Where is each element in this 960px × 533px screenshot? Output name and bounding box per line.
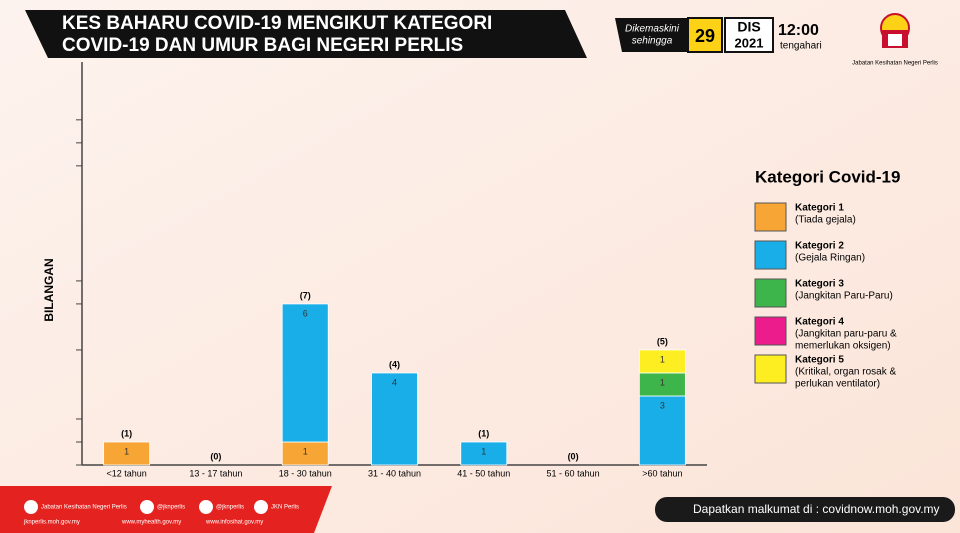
- x-tick-label: 18 - 30 tahun: [279, 468, 332, 478]
- legend-description: (Jangkitan Paru-Paru): [795, 291, 893, 302]
- legend-description: (Tiada gejala): [795, 215, 856, 226]
- legend: Kategori 1(Tiada gejala) Kategori 2(Gejal…: [754, 202, 897, 390]
- bar-segment: [638, 395, 686, 466]
- day-box: [687, 17, 723, 53]
- legend-name: Kategori 3: [795, 279, 844, 290]
- total-label: (4): [389, 359, 400, 369]
- bar-segment: [281, 303, 329, 443]
- title-banner: [25, 10, 587, 58]
- legend-swatch: [754, 316, 787, 346]
- x-tick-label: 41 - 50 tahun: [457, 468, 510, 478]
- social-handle: JKN Perlis: [271, 505, 299, 511]
- logo: [880, 13, 910, 48]
- x-tick-label: <12 tahun: [106, 468, 146, 478]
- footer-band: [0, 486, 332, 533]
- total-label: (5): [657, 336, 668, 346]
- info-text: Dapatkan malkumat di : covidnow.moh.gov.…: [693, 502, 940, 516]
- total-label: (0): [568, 451, 579, 461]
- x-tick-label: >60 tahun: [642, 468, 682, 478]
- segment-label: 1: [660, 354, 665, 364]
- legend-description: perlukan ventilator): [795, 379, 880, 390]
- bar-segment: [460, 441, 508, 466]
- time-label: tengahari: [780, 41, 822, 52]
- x-tick-label: 51 - 60 tahun: [547, 468, 600, 478]
- segment-label: 1: [303, 446, 308, 456]
- legend-description: (Jangkitan paru-paru &: [795, 329, 897, 340]
- legend-name: Kategori 1: [795, 203, 844, 214]
- website: www.infosihat.gov.my: [205, 520, 263, 526]
- legend-name: Kategori 2: [795, 241, 844, 252]
- total-label: (1): [121, 428, 132, 438]
- social-handle: Jabatan Kesihatan Negeri Perlis: [41, 505, 127, 511]
- legend-name: Kategori 5: [795, 355, 844, 366]
- total-label: (1): [478, 428, 489, 438]
- segment-label: 1: [481, 446, 486, 456]
- segment-label: 1: [660, 377, 665, 387]
- year: 2021: [735, 35, 764, 50]
- legend-name: Kategori 4: [795, 317, 844, 328]
- legend-title: Kategori Covid-19: [755, 167, 900, 186]
- legend-description: (Gejala Ringan): [795, 253, 865, 264]
- segment-label: 3: [660, 400, 665, 410]
- title-line: KES BAHARU COVID-19 MENGIKUT KATEGORI: [62, 13, 492, 34]
- legend-description: memerlukan oksigen): [795, 341, 891, 352]
- legend-swatch: [754, 240, 787, 270]
- social-handle: @jknperlis: [157, 505, 185, 511]
- agency: Jabatan Kesihatan Negeri Perlis: [852, 61, 938, 67]
- plot: <12 tahun 1 (1) 13 - 17 tahun (0) 18 - 30 tah…: [76, 119, 686, 478]
- legend-swatch: [754, 278, 787, 308]
- total-label: (0): [210, 451, 221, 461]
- day: 29: [695, 26, 715, 46]
- website: www.myhealth.gov.my: [121, 520, 181, 526]
- title-line: COVID-19 DAN UMUR BAGI NEGERI PERLIS: [62, 35, 463, 56]
- social-handle: @jknperlis: [216, 505, 244, 511]
- segment-label: 6: [303, 308, 308, 318]
- info-box: [655, 497, 955, 522]
- legend-swatch: [754, 354, 787, 384]
- updated-label: sehingga: [632, 36, 673, 47]
- bar-segment: [638, 349, 686, 374]
- legend-description: (Kritikal, organ rosak &: [795, 367, 896, 378]
- total-label: (7): [300, 290, 311, 300]
- month: DIS: [737, 19, 760, 35]
- bar-segment: [371, 372, 418, 466]
- x-tick-label: 31 - 40 tahun: [368, 468, 421, 478]
- bar-segment: [103, 441, 151, 466]
- social-icons: [24, 500, 268, 514]
- segment-label: 1: [124, 446, 129, 456]
- x-tick-label: 13 - 17 tahun: [189, 468, 242, 478]
- website: jknperlis.moh.gov.my: [23, 520, 80, 526]
- segment-label: 4: [392, 377, 397, 387]
- time: 12:00: [778, 22, 819, 39]
- y-axis-label: BILANGAN: [42, 258, 56, 321]
- updated-label: Dikemaskini: [625, 24, 680, 35]
- date-banner: [615, 18, 688, 52]
- legend-swatch: [754, 202, 787, 232]
- month-box: [724, 17, 774, 53]
